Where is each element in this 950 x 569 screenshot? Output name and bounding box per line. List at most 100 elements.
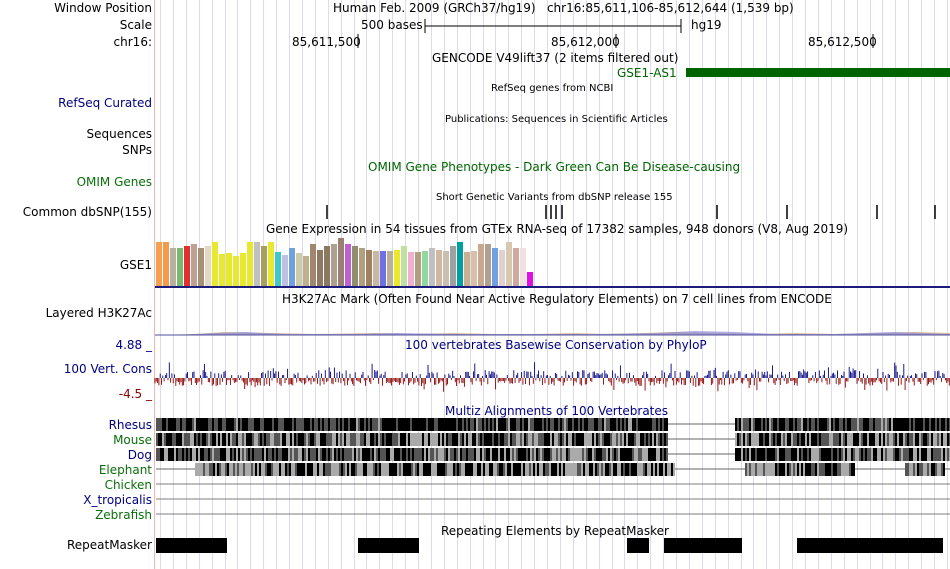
scale-assembly: hg19 xyxy=(691,18,722,32)
gtex-bar[interactable] xyxy=(527,272,533,286)
multiz-row xyxy=(156,433,950,446)
gtex-bar[interactable] xyxy=(499,250,505,286)
track-label-omim[interactable]: OMIM Genes xyxy=(76,175,152,189)
gtex-bar[interactable] xyxy=(268,242,274,286)
track-label-gtex[interactable]: GSE1 xyxy=(119,258,152,272)
gtex-bar[interactable] xyxy=(436,250,442,286)
gencode-gene-feature[interactable] xyxy=(686,68,950,77)
chrom-label: chr16: xyxy=(113,35,152,49)
gtex-bar[interactable] xyxy=(443,251,449,286)
gtex-bar[interactable] xyxy=(324,246,330,286)
track-label-dbsnp[interactable]: Common dbSNP(155) xyxy=(22,205,152,219)
gtex-bar[interactable] xyxy=(513,248,519,286)
window-position-text: Human Feb. 2009 (GRCh37/hg19) chr16:85,6… xyxy=(333,1,794,15)
gtex-bar[interactable] xyxy=(457,242,463,286)
species-label-xtropicalis[interactable]: X_tropicalis xyxy=(83,493,152,507)
repeatmasker-title: Repeating Elements by RepeatMasker xyxy=(441,524,669,538)
cons-title: 100 vertebrates Basewise Conservation by… xyxy=(405,338,707,352)
gtex-chart[interactable] xyxy=(155,237,950,289)
gtex-bar[interactable] xyxy=(303,256,309,286)
gencode-title: GENCODE V49lift37 (2 items filtered out) xyxy=(432,51,679,65)
gtex-bar[interactable] xyxy=(520,248,526,286)
gtex-bar[interactable] xyxy=(359,248,365,286)
repeatmasker-features[interactable] xyxy=(155,537,950,555)
gtex-bar[interactable] xyxy=(240,253,246,286)
h3k27ac-title: H3K27Ac Mark (Often Found Near Active Re… xyxy=(282,292,832,306)
refseq-title: RefSeq genes from NCBI xyxy=(491,83,614,94)
gtex-bar[interactable] xyxy=(415,252,421,286)
gtex-bar[interactable] xyxy=(170,248,176,286)
track-label-cons[interactable]: 100 Vert. Cons xyxy=(63,362,152,376)
window-position-label: Window Position xyxy=(54,1,152,15)
gtex-bar[interactable] xyxy=(289,248,295,286)
gtex-bar[interactable] xyxy=(352,246,358,286)
gtex-bar[interactable] xyxy=(394,250,400,286)
gtex-bar[interactable] xyxy=(282,255,288,286)
gtex-bar[interactable] xyxy=(191,244,197,286)
track-label-repeatmasker[interactable]: RepeatMasker xyxy=(66,538,152,552)
gtex-bar[interactable] xyxy=(429,248,435,286)
gtex-bar[interactable] xyxy=(422,251,428,286)
gtex-bar[interactable] xyxy=(464,252,470,286)
gtex-bar[interactable] xyxy=(485,244,491,286)
track-label-sequences[interactable]: Sequences xyxy=(86,127,152,141)
gtex-bar[interactable] xyxy=(296,253,302,286)
gtex-bar[interactable] xyxy=(408,252,414,286)
gtex-bar[interactable] xyxy=(345,244,351,286)
gtex-bar[interactable] xyxy=(205,246,211,286)
gtex-title: Gene Expression in 54 tissues from GTEx … xyxy=(266,222,849,236)
gtex-bar[interactable] xyxy=(401,246,407,286)
gtex-bar[interactable] xyxy=(366,250,372,286)
cons-max-label: 4.88 _ xyxy=(115,338,152,352)
gtex-bar[interactable] xyxy=(226,253,232,286)
gtex-bar[interactable] xyxy=(219,254,225,286)
gtex-bar[interactable] xyxy=(156,242,162,286)
species-label-rhesus[interactable]: Rhesus xyxy=(108,418,152,432)
gtex-bar[interactable] xyxy=(275,252,281,286)
species-label-mouse[interactable]: Mouse xyxy=(113,433,152,447)
gtex-bar[interactable] xyxy=(471,251,477,286)
gtex-bar[interactable] xyxy=(247,242,253,286)
species-label-elephant[interactable]: Elephant xyxy=(98,463,152,477)
ruler-ticks xyxy=(357,34,874,48)
gtex-bar[interactable] xyxy=(254,242,260,286)
gtex-bar[interactable] xyxy=(506,242,512,286)
gtex-bar[interactable] xyxy=(478,244,484,286)
track-label-refseq[interactable]: RefSeq Curated xyxy=(58,96,152,110)
gtex-bar[interactable] xyxy=(163,242,169,286)
dbsnp-features[interactable] xyxy=(155,204,950,220)
gtex-bar[interactable] xyxy=(310,244,316,286)
gtex-bar[interactable] xyxy=(492,248,498,286)
multiz-title: Multiz Alignments of 100 Vertebrates xyxy=(445,404,669,418)
scale-bar xyxy=(424,19,682,33)
track-label-h3k27ac[interactable]: Layered H3K27Ac xyxy=(45,306,152,320)
gtex-bar[interactable] xyxy=(331,244,337,286)
scale-label: Scale xyxy=(119,18,152,32)
gtex-bar[interactable] xyxy=(177,248,183,286)
gtex-bar[interactable] xyxy=(387,251,393,286)
h3k27ac-signal xyxy=(155,331,950,336)
gtex-bar[interactable] xyxy=(317,250,323,286)
track-label-snps[interactable]: SNPs xyxy=(122,143,152,157)
species-label-chicken[interactable]: Chicken xyxy=(104,478,152,492)
gtex-bar[interactable] xyxy=(261,246,267,286)
species-label-zebrafish[interactable]: Zebrafish xyxy=(95,508,152,522)
gtex-bar[interactable] xyxy=(212,242,218,286)
cons-signal xyxy=(154,362,950,392)
cons-bars xyxy=(154,362,950,392)
gtex-bar[interactable] xyxy=(373,251,379,286)
species-label-dog[interactable]: Dog xyxy=(127,448,152,462)
cons-min-label: -4.5 _ xyxy=(118,387,152,401)
gtex-bar[interactable] xyxy=(450,246,456,286)
gtex-bar[interactable] xyxy=(380,251,386,286)
gencode-gene-label[interactable]: GSE1-AS1 xyxy=(617,66,677,80)
gtex-bar[interactable] xyxy=(198,248,204,286)
gtex-bar[interactable] xyxy=(233,256,239,286)
ruler-tick-label: 85,611,500 xyxy=(292,35,361,49)
ruler-tick-label: 85,612,500 xyxy=(808,35,877,49)
dbsnp-title: Short Genetic Variants from dbSNP releas… xyxy=(436,192,673,203)
multiz-row xyxy=(156,448,950,461)
gtex-bar[interactable] xyxy=(184,246,190,286)
multiz-row xyxy=(156,418,950,431)
gtex-bar[interactable] xyxy=(338,238,344,286)
